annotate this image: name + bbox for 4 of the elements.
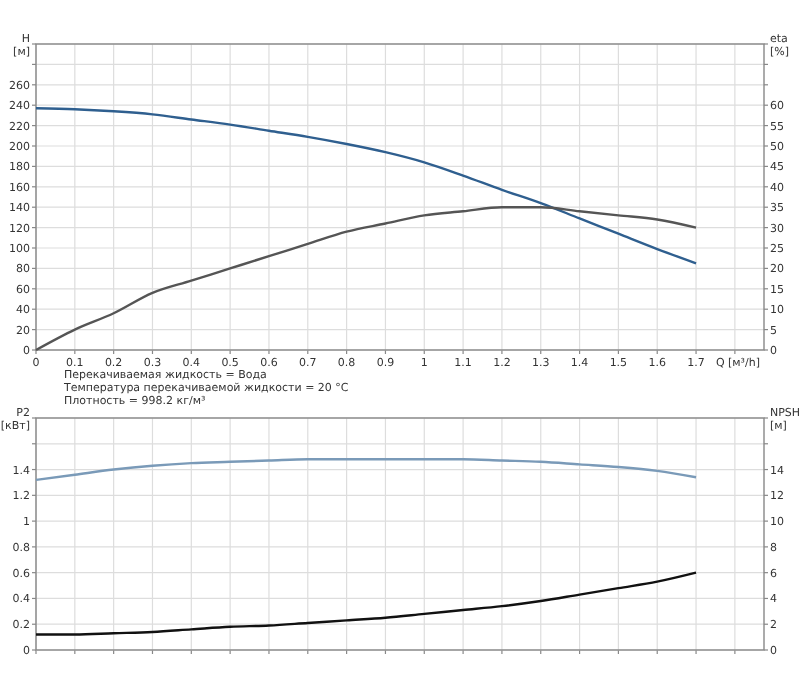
line-series (34, 206, 698, 352)
line-series (34, 571, 698, 636)
line-series (34, 107, 698, 265)
line-series (34, 458, 698, 482)
